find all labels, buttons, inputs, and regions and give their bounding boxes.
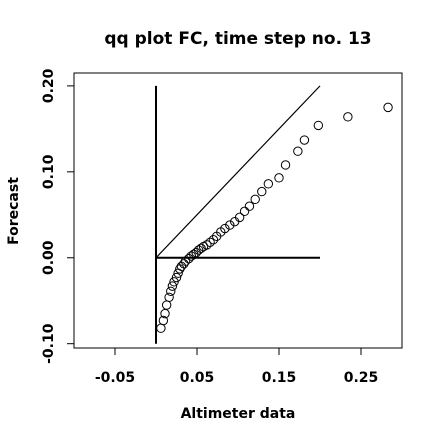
y-axis-label: Forecast [6,177,22,245]
data-point [343,112,353,122]
data-point [179,259,189,269]
data-point [196,243,206,254]
y-tick-label: 0.00 [41,240,57,275]
data-point [250,194,260,205]
y-tick-label: -0.10 [41,323,57,364]
chart-title: qq plot FC, time step no. 13 [104,29,371,49]
data-point [180,256,191,266]
data-point [299,135,310,145]
identity-line [155,85,321,259]
data-point [167,281,178,291]
data-point [257,186,267,197]
data-point [239,206,250,217]
data-point [186,251,196,261]
data-point [193,245,204,255]
plot-frame [73,72,403,349]
data-point [313,120,324,131]
data-point [274,173,284,183]
data-point [205,237,215,247]
x-tick-label: 0.05 [180,370,215,386]
data-point [208,235,219,245]
y-tick-label: 0.10 [41,154,57,189]
data-point [263,179,274,189]
data-point [293,146,303,156]
data-point [202,240,212,250]
data-point [220,223,230,234]
data-point [161,300,172,310]
data-point [225,220,235,230]
x-axis-label: Altimeter data [181,406,296,422]
data-point [158,315,169,326]
data-point [280,160,291,170]
data-point [383,102,393,113]
data-point [156,323,166,333]
plot-area: -0.05 0.05 0.15 0.25 -0.10 0.00 0.10 0.20 [41,68,403,386]
x-tick-label: 0.15 [262,370,297,386]
data-point [166,286,176,296]
x-tick-label: -0.05 [95,370,135,386]
data-point [234,212,245,223]
x-tick-label: 0.25 [344,370,379,386]
y-tick-label: 0.20 [41,68,57,103]
data-point [164,292,174,302]
data-point [244,201,255,211]
data-point [171,272,182,283]
